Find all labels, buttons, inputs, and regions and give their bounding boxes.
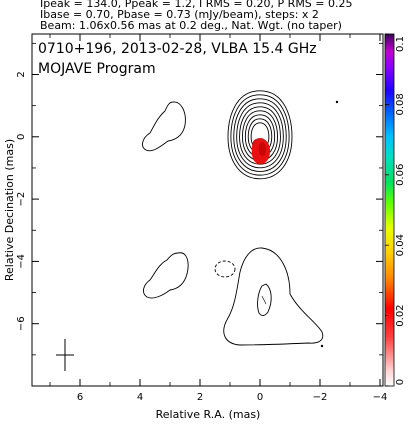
contour-lower-right-inner-cut: [261, 295, 267, 305]
contour-dot-1: [335, 100, 339, 104]
y-tick-label-3: −4: [16, 254, 27, 269]
y-tick-label-4: −6: [16, 316, 27, 331]
x-tick-label-3: 0: [257, 392, 263, 403]
header-line-2: Ibase = 0.70, Pbase = 0.73 (mJy/beam), s…: [40, 8, 319, 21]
x-tick-label-5: −4: [373, 392, 388, 403]
y-axis: 2 0 −2 −4 −6: [16, 42, 383, 356]
x-axis-title: Relative R.A. (mas): [156, 408, 261, 421]
y-tick-label-2: −2: [16, 192, 27, 207]
chart-subtitle: MOJAVE Program: [38, 61, 156, 77]
core-contour-level-6: [236, 102, 284, 169]
x-tick-label-2: 2: [197, 392, 203, 403]
header-line-3: Beam: 1.06x0.56 mas at 0.2 deg., Nat. Wg…: [40, 19, 342, 32]
contour-dot-2: [320, 344, 324, 348]
header-line-1: Ipeak = 134.0, Ppeak = 1.2, I RMS = 0.20…: [40, 0, 353, 10]
core-polarization: [251, 137, 271, 165]
x-tick-label-0: 6: [77, 392, 83, 403]
beam-marker: [56, 339, 74, 371]
chart-title: 0710+196, 2013-02-28, VLBA 15.4 GHz: [38, 41, 317, 57]
contour-upper-left-blob: [142, 101, 186, 152]
colorbar-tick-label-5: 0.1: [395, 36, 406, 52]
contour-lower-left-blob: [143, 252, 189, 299]
core-contour-level-9: [227, 90, 293, 180]
y-tick-label-1: 0: [16, 134, 27, 140]
colorbar-tick-label-4: 0.08: [395, 93, 406, 115]
colorbar-ticks: 0 0.02 0.04 0.06 0.08 0.1: [385, 33, 406, 387]
x-tick-label-1: 4: [137, 392, 143, 403]
x-axis: 6 4 2 0 −2 −4: [49, 34, 388, 403]
contour-negative: [214, 260, 236, 278]
y-tick-label-0: 2: [16, 71, 27, 77]
colorbar: [384, 33, 395, 387]
core-contour-level-8: [230, 94, 290, 176]
plot-frame: [31, 33, 384, 387]
core-contours: [227, 90, 293, 180]
contour-lower-right-outer: [223, 247, 324, 346]
x-tick-label-4: −2: [313, 392, 328, 403]
colorbar-tick-label-0: 0: [395, 379, 406, 385]
contour-lower-right-inner: [257, 283, 272, 316]
colorbar-tick-label-3: 0.06: [395, 164, 406, 186]
colorbar-tick-label-1: 0.02: [395, 304, 406, 326]
y-axis-title: Relative Decination (mas): [3, 139, 16, 281]
colorbar-tick-label-2: 0.04: [395, 234, 406, 256]
core-contour-level-7: [233, 98, 287, 172]
